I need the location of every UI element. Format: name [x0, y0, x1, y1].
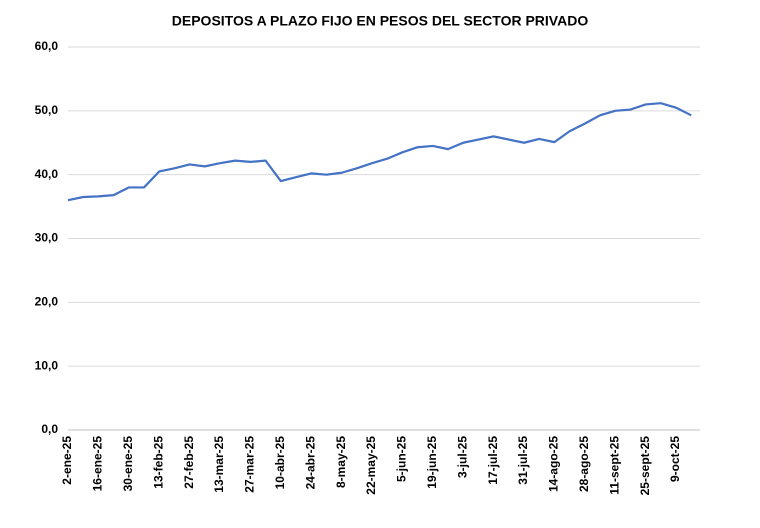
x-tick-label: 27-feb-25 — [182, 436, 196, 489]
chart-title: DEPOSITOS A PLAZO FIJO EN PESOS DEL SECT… — [172, 13, 589, 29]
x-tick-label: 14-ago-25 — [547, 436, 561, 492]
data-line — [67, 102, 692, 202]
x-tick-label: 25-sept-25 — [638, 436, 652, 496]
x-tick-label: 19-jun-25 — [425, 436, 439, 489]
x-tick-label: 16-ene-25 — [91, 436, 105, 492]
x-tick-label: 13-mar-25 — [212, 436, 226, 493]
x-tick-label: 5-jun-25 — [395, 436, 409, 482]
y-tick-label: 50,0 — [35, 103, 59, 117]
y-tick-label: 0,0 — [41, 422, 58, 436]
x-tick-label: 9-oct-25 — [668, 436, 682, 482]
x-tick-label: 28-ago-25 — [577, 436, 591, 492]
x-tick-label: 3-jul-25 — [455, 436, 469, 478]
x-tick-label: 30-ene-25 — [121, 436, 135, 492]
x-tick-label: 31-jul-25 — [516, 436, 530, 485]
y-tick-label: 40,0 — [35, 167, 59, 181]
x-tick-label: 27-mar-25 — [243, 436, 257, 493]
y-tick-label: 10,0 — [35, 358, 59, 372]
x-tick-label: 22-may-25 — [364, 436, 378, 495]
x-tick-label: 17-jul-25 — [486, 436, 500, 485]
y-tick-label: 60,0 — [35, 39, 59, 53]
x-tick-label: 2-ene-25 — [60, 436, 74, 485]
y-tick-label: 20,0 — [35, 295, 59, 309]
x-tick-label: 11-sept-25 — [607, 436, 621, 495]
x-tick-label: 24-abr-25 — [303, 436, 317, 490]
y-tick-label: 30,0 — [35, 231, 59, 245]
x-tick-label: 13-feb-25 — [151, 436, 165, 489]
x-tick-label: 10-abr-25 — [273, 436, 287, 490]
x-tick-label: 8-may-25 — [334, 436, 348, 488]
